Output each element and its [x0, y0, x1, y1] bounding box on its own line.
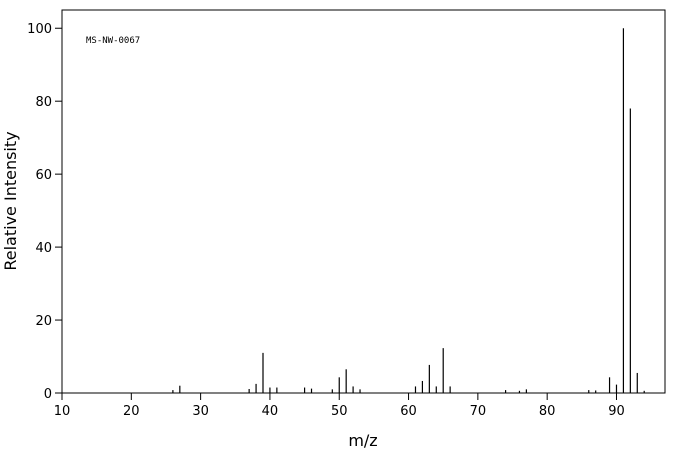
x-tick-label: 50	[331, 404, 348, 419]
x-tick-label: 80	[539, 404, 556, 419]
y-tick-label: 40	[35, 241, 52, 256]
y-tick-label: 20	[35, 314, 52, 329]
y-tick-label: 0	[44, 387, 52, 402]
x-tick-label: 30	[192, 404, 209, 419]
y-tick-label: 100	[27, 22, 52, 37]
x-tick-label: 20	[123, 404, 140, 419]
annotation: MS-NW-0067	[86, 36, 140, 46]
y-tick-label: 80	[35, 95, 52, 110]
x-axis-label: m/z	[348, 431, 377, 450]
plot-frame	[61, 9, 666, 394]
y-axis-label: Relative Intensity	[1, 131, 20, 270]
y-tick-label: 60	[35, 168, 52, 183]
x-tick-label: 10	[54, 404, 71, 419]
x-tick-label: 90	[608, 404, 625, 419]
x-tick-label: 40	[262, 404, 279, 419]
x-tick-label: 60	[400, 404, 417, 419]
x-tick-label: 70	[470, 404, 487, 419]
